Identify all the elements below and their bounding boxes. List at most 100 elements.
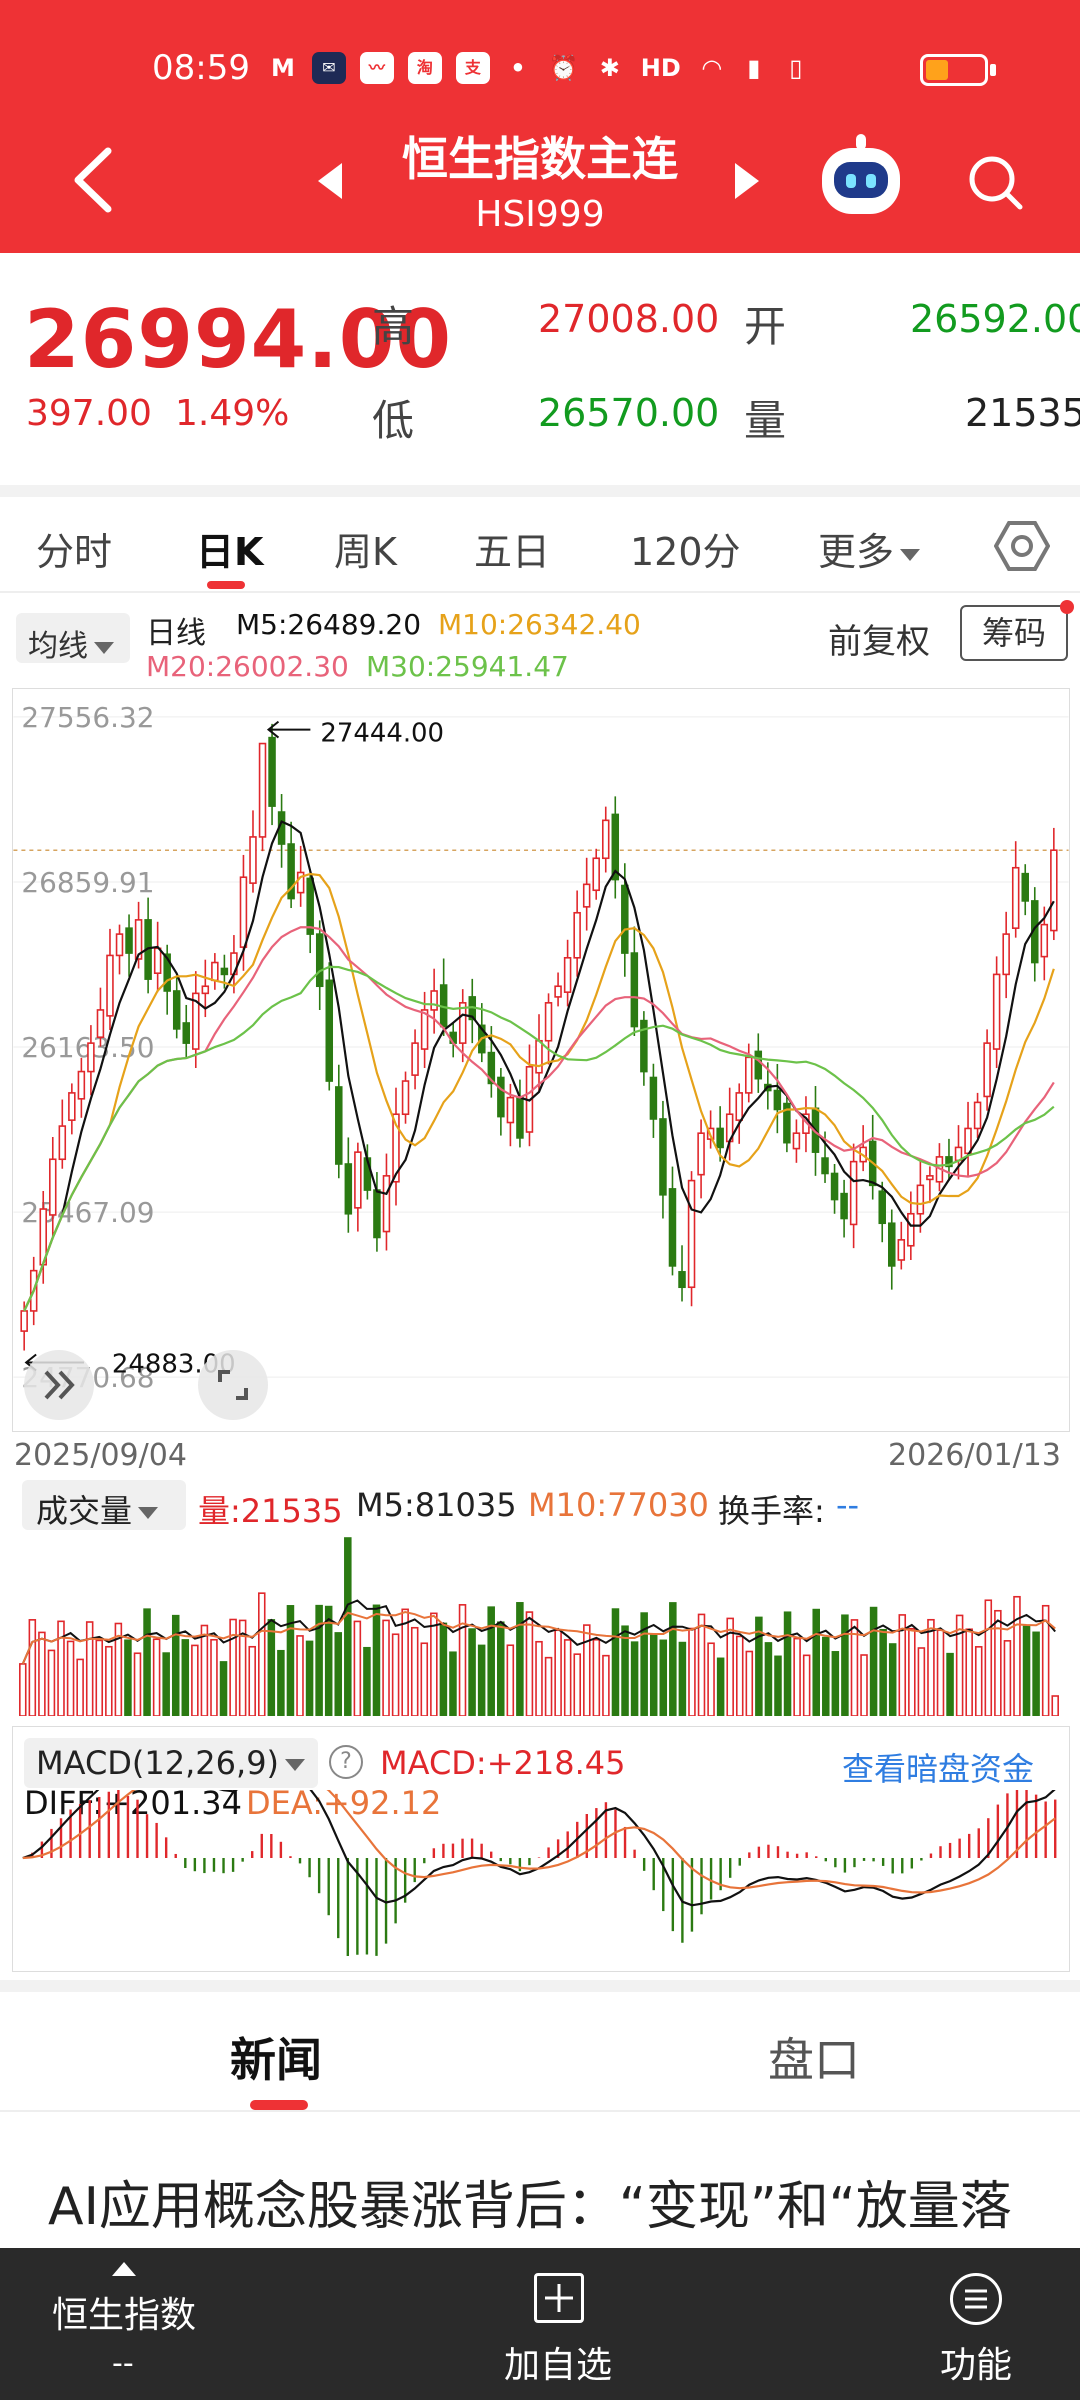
candle-body	[77, 1070, 86, 1100]
volume-bar	[372, 1604, 381, 1716]
volume-bar	[85, 1621, 94, 1716]
volume-bar	[296, 1635, 304, 1716]
open-label: 开	[744, 302, 787, 351]
function-menu-label[interactable]: 功能	[940, 2345, 1013, 2386]
fullscreen-button[interactable]	[198, 1350, 268, 1420]
volume-bar	[353, 1620, 362, 1716]
ma20-value: M20:26002.30	[146, 650, 349, 683]
volume-bar	[496, 1621, 505, 1716]
prev-contract-icon[interactable]	[318, 163, 342, 199]
volume-bar	[994, 1609, 1002, 1716]
candle-body	[926, 1175, 934, 1181]
candle-body	[1002, 933, 1010, 976]
candle-body	[220, 967, 229, 976]
tab-intraday[interactable]: 分时	[36, 530, 113, 574]
ma-selector-button[interactable]: 均线	[16, 613, 130, 664]
stock-app-icon: 〰	[359, 52, 394, 84]
candle-body	[535, 1039, 543, 1074]
candle-body	[687, 1179, 696, 1289]
page-title: 恒生指数主连	[402, 132, 678, 186]
volume-bar	[286, 1605, 295, 1716]
macd-indicator-button[interactable]: MACD(12,26,9)	[24, 1738, 318, 1788]
volume-indicator-button[interactable]: 成交量	[22, 1480, 186, 1530]
back-arrow-icon[interactable]	[70, 145, 116, 215]
volume-bar	[219, 1661, 228, 1716]
volume-bar	[726, 1617, 734, 1716]
adjust-mode[interactable]: 前复权	[828, 622, 930, 662]
volume-bar	[755, 1616, 763, 1716]
candle-body	[630, 952, 639, 1028]
candle-body	[325, 979, 334, 1082]
volume-bar	[1051, 1695, 1059, 1716]
tab-120min[interactable]: 120分	[630, 530, 741, 574]
tab-weekly-k[interactable]: 周K	[334, 530, 397, 574]
candle-body	[315, 933, 324, 988]
volume-bar	[927, 1618, 935, 1716]
search-icon[interactable]	[965, 152, 1025, 212]
fast-forward-icon	[44, 1370, 75, 1400]
add-watchlist-icon[interactable]	[534, 2273, 584, 2323]
volume-today: 量:21535	[198, 1492, 343, 1530]
volume-bar	[277, 1649, 285, 1716]
candlestick-chart[interactable]: 27556.3226859.9126163.5025467.0924770.68…	[12, 688, 1070, 1432]
candle-body	[1021, 872, 1029, 902]
add-watchlist-label[interactable]: 加自选	[504, 2345, 613, 2386]
volume-bar	[860, 1654, 868, 1716]
candle-body	[239, 876, 248, 948]
signal-icon: ▯	[789, 54, 803, 82]
chart-settings-icon[interactable]	[994, 518, 1050, 574]
volume-m5-line	[21, 1599, 1056, 1665]
macd-value: MACD:+218.45	[380, 1744, 626, 1782]
chevron-down-icon	[285, 1759, 306, 1771]
candle-body	[401, 1080, 410, 1116]
news-headline[interactable]: AI应用概念股暴涨背后：“变现”和“放量落	[48, 2177, 1012, 2237]
volume-indicator-label: 成交量	[36, 1492, 133, 1530]
candle-body	[973, 1101, 982, 1130]
volume-bar	[38, 1631, 46, 1716]
notification-dot	[1060, 600, 1074, 614]
volume-bar	[315, 1604, 323, 1716]
tab-order-book[interactable]: 盘口	[768, 2033, 860, 2087]
active-news-tab-indicator	[250, 2100, 308, 2110]
hd-icon: HD	[640, 54, 681, 82]
next-contract-icon[interactable]	[735, 163, 759, 199]
volume-bar	[506, 1644, 515, 1716]
ai-robot-icon[interactable]	[822, 134, 900, 214]
volume-bar	[841, 1614, 849, 1716]
volume-bar	[171, 1614, 180, 1716]
volume-bar	[611, 1608, 620, 1716]
price-change-pct: 1.49%	[175, 393, 290, 434]
tab-more[interactable]: 更多	[818, 521, 921, 576]
volume-bar	[544, 1656, 553, 1716]
macd-chart[interactable]	[12, 1790, 1070, 1972]
candle-body	[20, 1310, 28, 1332]
candle-body	[268, 736, 276, 807]
dark-pool-link[interactable]: 查看暗盘资金	[842, 1750, 1035, 1788]
candle-body	[115, 933, 124, 957]
tab-five-day[interactable]: 五日	[474, 530, 551, 574]
volume-chart[interactable]	[12, 1534, 1070, 1716]
function-menu-icon[interactable]	[950, 2273, 1002, 2325]
volume-bar	[583, 1624, 591, 1716]
chips-button[interactable]: 筹码	[960, 605, 1068, 661]
expand-up-icon[interactable]	[112, 2262, 136, 2276]
candle-body	[888, 1222, 896, 1267]
bottom-index-name[interactable]: 恒生指数	[52, 2295, 197, 2336]
help-icon[interactable]: ?	[329, 1745, 363, 1779]
volume-bar	[19, 1663, 27, 1716]
signal-5g-icon: ▮	[747, 54, 761, 82]
volume-bar	[28, 1619, 37, 1716]
volume-bar	[468, 1628, 476, 1716]
volume-bar	[783, 1611, 792, 1716]
tab-daily-k[interactable]: 日K	[196, 530, 264, 574]
auto-play-button[interactable]	[24, 1350, 94, 1420]
status-time: 08:59	[152, 48, 250, 88]
candle-body	[382, 1175, 391, 1233]
volume-bar	[917, 1647, 926, 1716]
low-label: 低	[372, 396, 415, 445]
candle-body	[96, 1009, 105, 1038]
volume-bar	[420, 1642, 429, 1716]
volume-bar	[152, 1638, 161, 1716]
high-label: 高	[372, 302, 415, 351]
tab-news[interactable]: 新闻	[230, 2033, 322, 2087]
